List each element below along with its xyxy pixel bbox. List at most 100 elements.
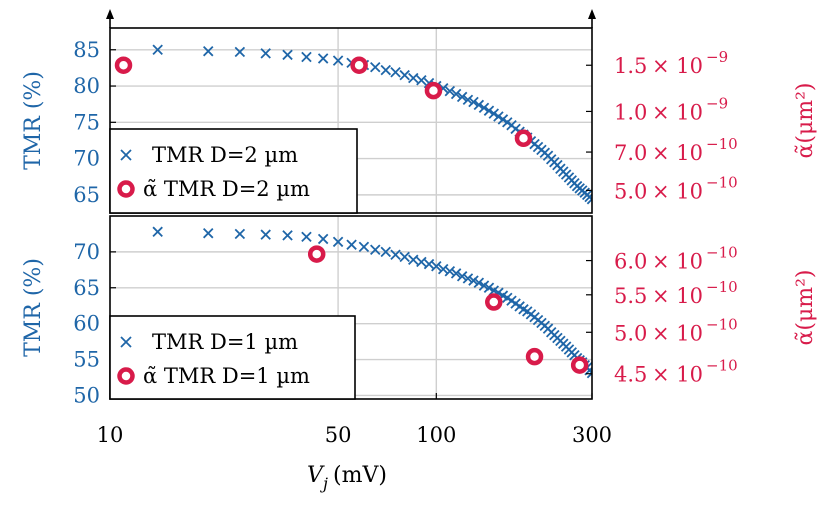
svg-text:5.0: 5.0 xyxy=(614,179,647,203)
tmr-point xyxy=(260,229,271,240)
legend-layer: TMR D=2 µm α̃ TMR D=2 µm TMR D=1 µm α̃ TMR … xyxy=(109,128,358,400)
legend-marker-x xyxy=(120,149,132,161)
left-tick-label: 75 xyxy=(73,110,100,134)
left-tick-label: 80 xyxy=(73,74,100,98)
left-tick-label: 65 xyxy=(73,276,100,300)
alpha-point xyxy=(570,356,589,374)
tmr-point xyxy=(468,96,479,108)
tmr-point xyxy=(456,91,468,103)
tmr-point xyxy=(473,277,485,288)
tmr-point xyxy=(423,258,435,270)
right-tick-label: 7.0 × 10 −10 xyxy=(614,135,738,165)
svg-text:−9: −9 xyxy=(706,94,728,112)
svg-text:1.0: 1.0 xyxy=(614,100,647,124)
tmr-point xyxy=(399,251,410,263)
tmr-point xyxy=(282,49,293,61)
alpha-point xyxy=(525,347,544,366)
tmr-point xyxy=(408,72,419,84)
svg-text:−10: −10 xyxy=(706,278,738,296)
tmr-point xyxy=(260,48,271,59)
left-tick-label: 60 xyxy=(73,312,100,336)
svg-text:−9: −9 xyxy=(706,48,728,66)
tmr-point xyxy=(202,227,214,239)
left-axis-title: TMR (%) xyxy=(21,258,46,357)
right-tick-label: 1.0 × 10 −9 xyxy=(614,94,728,124)
legend-marker-x xyxy=(120,336,132,348)
tmr-point xyxy=(202,45,214,57)
svg-text:6.0: 6.0 xyxy=(614,250,647,274)
tmr-point xyxy=(152,226,163,238)
left-tick-label: 50 xyxy=(73,383,100,407)
marks-layer xyxy=(114,44,592,379)
alpha-point xyxy=(350,56,368,74)
tmr-point xyxy=(408,254,419,266)
alpha-point xyxy=(114,56,133,74)
tmr-point xyxy=(444,266,456,277)
tmr-point xyxy=(399,69,410,81)
tmr-point xyxy=(301,51,312,63)
right-axis-title: α̃(μm²) xyxy=(793,269,818,345)
tmr-point xyxy=(234,46,246,58)
tmr-point xyxy=(282,230,293,241)
svg-text:× 10: × 10 xyxy=(652,321,703,345)
right-tick-label: 4.5 × 10 −10 xyxy=(614,357,738,387)
x-tick-label: 100 xyxy=(416,423,456,447)
x-tick-label: 300 xyxy=(572,423,612,447)
tmr-point xyxy=(431,260,442,272)
tmr-point xyxy=(456,271,468,282)
svg-text:× 10: × 10 xyxy=(652,363,703,387)
tmr-point xyxy=(317,53,329,64)
axis-arrow-head xyxy=(106,9,114,19)
legend-marker-circle xyxy=(117,367,135,385)
svg-text:−10: −10 xyxy=(706,244,738,262)
right-tick-label: 6.0 × 10 −10 xyxy=(614,244,738,274)
svg-text:(mV): (mV) xyxy=(333,463,387,488)
legend-label-tmr: TMR D=1 µm xyxy=(152,330,298,354)
axis-arrow-head xyxy=(588,9,596,19)
legend: TMR D=1 µm α̃ TMR D=1 µm xyxy=(109,315,356,400)
svg-text:× 10: × 10 xyxy=(652,100,703,124)
svg-text:1.5: 1.5 xyxy=(614,54,647,78)
svg-text:× 10: × 10 xyxy=(652,284,703,308)
left-tick-label: 55 xyxy=(73,348,100,372)
legend-label-tmr: TMR D=2 µm xyxy=(152,143,298,167)
tmr-point xyxy=(301,231,312,243)
tmr-point xyxy=(416,74,427,86)
tmr-point xyxy=(416,256,427,268)
tmr-point xyxy=(586,367,592,379)
tmr-point xyxy=(332,55,344,66)
x-tick-label: 50 xyxy=(325,423,352,447)
svg-text:−10: −10 xyxy=(706,357,738,375)
svg-text:V: V xyxy=(307,463,325,488)
alpha-point xyxy=(424,81,443,100)
svg-text:× 10: × 10 xyxy=(652,54,703,78)
legend-label-alpha: α̃ TMR D=2 µm xyxy=(143,177,310,201)
svg-text:j: j xyxy=(320,474,328,493)
right-tick-label: 5.0 × 10 −10 xyxy=(614,315,738,345)
tmr-point xyxy=(462,273,474,284)
right-tick-label: 1.5 × 10 −9 xyxy=(614,48,728,78)
tmr-point xyxy=(370,61,381,73)
tmr-point xyxy=(152,44,163,56)
svg-text:−10: −10 xyxy=(706,173,738,191)
alpha-point xyxy=(307,245,326,263)
tmr-point xyxy=(586,193,592,205)
tmr-point xyxy=(234,228,246,240)
tmr-point xyxy=(370,244,381,255)
tmr-point xyxy=(380,64,392,76)
legend-label-alpha: α̃ TMR D=1 µm xyxy=(143,364,310,388)
tmr-point xyxy=(483,105,495,116)
tmr-point xyxy=(468,275,479,286)
tmr-point xyxy=(437,263,449,275)
tmr-point xyxy=(358,241,370,253)
right-tick-label: 5.5 × 10 −10 xyxy=(614,278,738,308)
left-tick-label: 70 xyxy=(73,147,100,171)
left-tick-label: 85 xyxy=(73,38,100,62)
tmr-point xyxy=(483,282,495,294)
left-tick-label: 65 xyxy=(73,183,100,207)
svg-text:−10: −10 xyxy=(706,315,738,333)
tmr-point xyxy=(488,108,500,119)
svg-text:−10: −10 xyxy=(706,135,738,153)
